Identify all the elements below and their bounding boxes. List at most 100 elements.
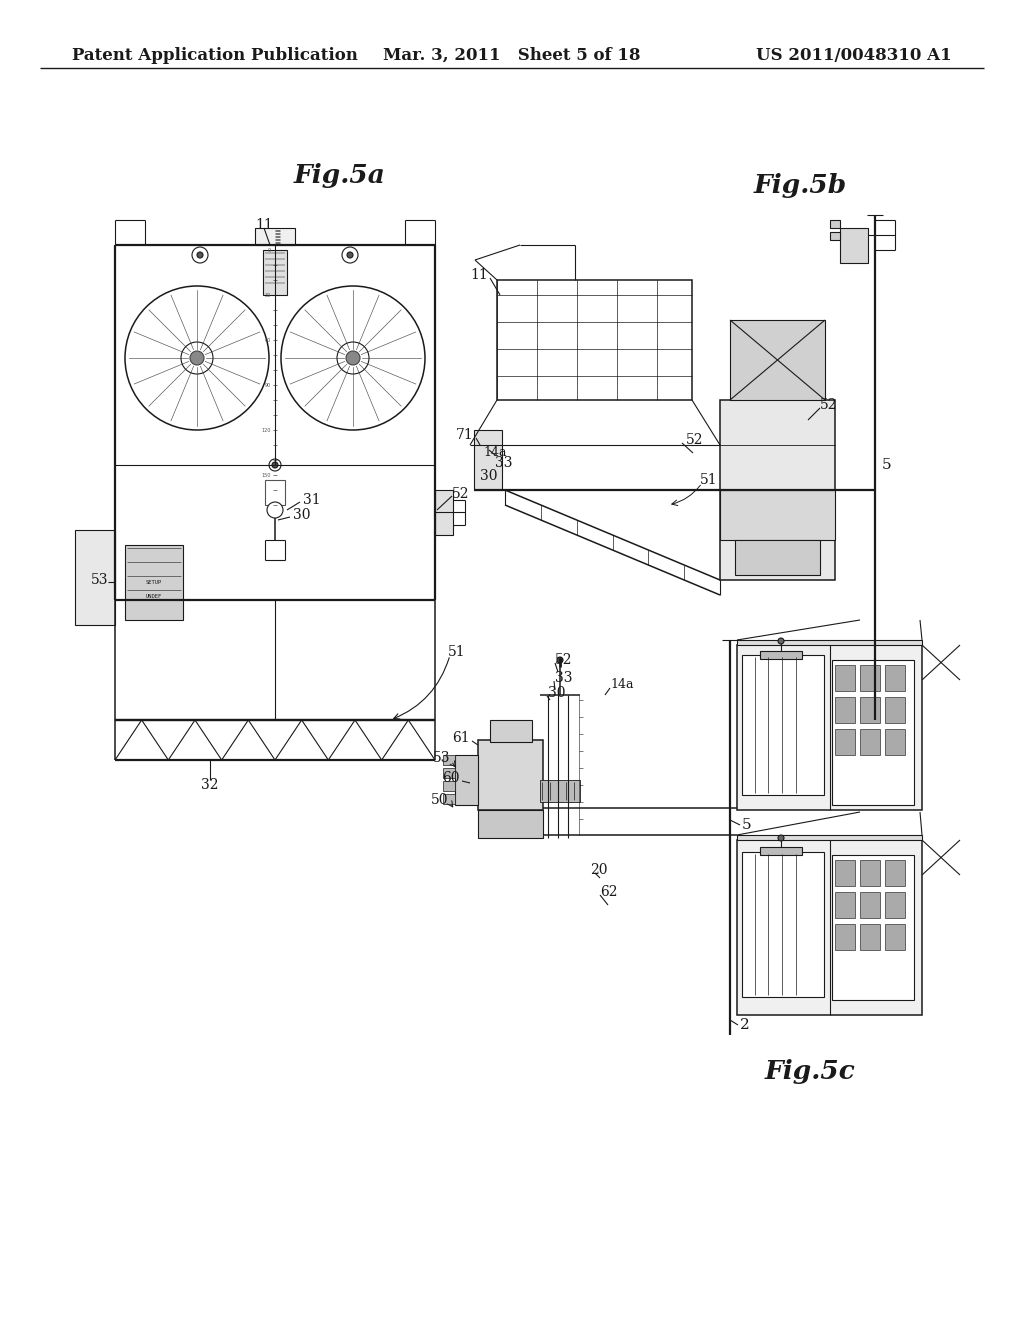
Circle shape [778,836,784,841]
Bar [443,755,455,766]
Bar [830,220,840,228]
Circle shape [347,252,353,257]
Bar [835,861,855,886]
Text: Mar. 3, 2011   Sheet 5 of 18: Mar. 3, 2011 Sheet 5 of 18 [383,46,641,63]
Bar [742,851,824,997]
Bar [860,892,880,917]
Bar [735,540,820,576]
Circle shape [181,342,213,374]
Text: 90: 90 [265,383,271,388]
Bar [885,892,905,917]
Text: Fig.5a: Fig.5a [294,164,386,189]
Bar [830,232,840,240]
Polygon shape [737,640,922,645]
Bar [455,755,478,805]
Text: Patent Application Publication: Patent Application Publication [72,46,357,63]
Text: 30: 30 [265,293,271,298]
Bar [860,924,880,950]
Bar [835,697,855,723]
Bar [885,924,905,950]
Bar [737,645,922,810]
Bar [760,847,802,855]
Bar [443,781,455,791]
Text: 120: 120 [261,428,271,433]
Text: 14a: 14a [610,678,634,692]
Circle shape [125,286,269,430]
Bar [255,228,295,246]
Text: 53: 53 [90,573,108,587]
Circle shape [557,657,563,663]
Text: 51: 51 [449,645,466,659]
Bar [265,480,285,506]
Text: 0: 0 [268,248,271,253]
Bar [885,729,905,755]
Circle shape [190,351,204,366]
Circle shape [778,638,784,644]
Circle shape [281,286,425,430]
Text: Fig.5c: Fig.5c [765,1060,855,1085]
Bar [835,665,855,690]
Text: 31: 31 [303,492,321,507]
Bar [885,665,905,690]
Text: 32: 32 [202,777,219,792]
Bar [885,861,905,886]
Text: 30: 30 [548,686,565,700]
Circle shape [197,252,203,257]
Text: UNDEF: UNDEF [145,594,162,598]
Bar [720,490,835,540]
Text: 20: 20 [590,863,607,876]
Bar [831,855,914,1001]
Text: 52: 52 [452,487,469,502]
Text: 53: 53 [432,751,450,766]
Text: SETUP: SETUP [145,579,162,585]
Bar [497,280,692,400]
Bar [860,665,880,690]
Bar [860,729,880,755]
Circle shape [342,247,358,263]
Text: 11: 11 [255,218,272,232]
Bar [835,892,855,917]
Text: 60: 60 [442,771,460,785]
Circle shape [272,462,278,469]
Text: 52: 52 [555,653,572,667]
Bar [835,729,855,755]
Bar [742,655,824,795]
Bar [835,924,855,950]
Bar [478,810,543,838]
Bar [125,545,183,620]
Bar [885,697,905,723]
Bar [737,840,922,1015]
Bar [443,768,455,777]
Circle shape [346,351,360,366]
Bar [831,660,914,805]
Text: 30: 30 [293,508,310,521]
Text: 2: 2 [740,1018,750,1032]
Text: 14a: 14a [483,446,507,458]
Bar [443,795,455,804]
Text: 52: 52 [820,399,838,412]
Bar [435,490,453,535]
Circle shape [193,247,208,263]
Text: 11: 11 [470,268,488,282]
Text: 33: 33 [555,671,572,685]
Text: 5: 5 [882,458,892,473]
Text: 51: 51 [700,473,718,487]
Text: 150: 150 [261,473,271,478]
Bar [860,697,880,723]
Bar [840,228,868,263]
Bar [720,400,835,579]
Bar [490,719,532,742]
Text: 50: 50 [430,793,449,807]
Text: 62: 62 [600,884,617,899]
Bar [540,780,580,803]
Bar [474,430,502,490]
Circle shape [267,502,283,517]
Bar [75,531,115,624]
Bar [760,651,802,659]
Text: 52: 52 [686,433,703,447]
Text: 30: 30 [480,469,498,483]
Circle shape [337,342,369,374]
Bar [263,249,287,294]
Bar [478,741,543,810]
Polygon shape [737,836,922,840]
